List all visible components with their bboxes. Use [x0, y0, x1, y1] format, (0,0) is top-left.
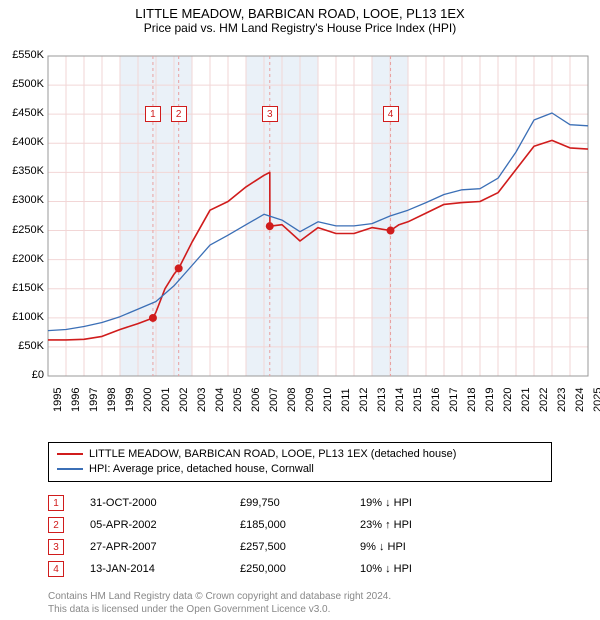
- x-tick-label: 2013: [376, 388, 388, 412]
- row-date: 13-JAN-2014: [90, 563, 240, 575]
- footer-line-1: Contains HM Land Registry data © Crown c…: [48, 591, 552, 604]
- marker-box: 3: [262, 106, 278, 122]
- x-tick-label: 2020: [502, 388, 514, 412]
- row-date: 27-APR-2007: [90, 541, 240, 553]
- x-tick-label: 1999: [124, 388, 136, 412]
- title-block: LITTLE MEADOW, BARBICAN ROAD, LOOE, PL13…: [0, 0, 600, 37]
- row-price: £250,000: [240, 563, 360, 575]
- x-tick-label: 2010: [322, 388, 334, 412]
- x-tick-label: 2025: [592, 388, 600, 412]
- footer-line-2: This data is licensed under the Open Gov…: [48, 604, 552, 617]
- x-tick-label: 2006: [250, 388, 262, 412]
- marker-box: 4: [383, 106, 399, 122]
- row-delta: 9% ↓ HPI: [360, 541, 480, 553]
- x-tick-label: 2016: [430, 388, 442, 412]
- legend-row-blue: HPI: Average price, detached house, Corn…: [57, 462, 543, 477]
- row-date: 31-OCT-2000: [90, 497, 240, 509]
- y-tick-label: £450K: [0, 107, 44, 119]
- marker-box: 1: [145, 106, 161, 122]
- x-tick-label: 2002: [178, 388, 190, 412]
- x-tick-label: 2017: [448, 388, 460, 412]
- x-tick-label: 2001: [160, 388, 172, 412]
- x-tick-label: 1997: [88, 388, 100, 412]
- x-tick-label: 2011: [340, 388, 352, 412]
- x-tick-label: 2015: [412, 388, 424, 412]
- x-tick-label: 2003: [196, 388, 208, 412]
- row-price: £99,750: [240, 497, 360, 509]
- x-tick-label: 2014: [394, 388, 406, 412]
- footer: Contains HM Land Registry data © Crown c…: [48, 591, 552, 616]
- x-tick-label: 2007: [268, 388, 280, 412]
- row-date: 05-APR-2002: [90, 519, 240, 531]
- title-line-2: Price paid vs. HM Land Registry's House …: [0, 21, 600, 35]
- x-tick-label: 2012: [358, 388, 370, 412]
- y-tick-label: £350K: [0, 165, 44, 177]
- y-tick-label: £250K: [0, 224, 44, 236]
- y-tick-label: £400K: [0, 136, 44, 148]
- page: LITTLE MEADOW, BARBICAN ROAD, LOOE, PL13…: [0, 0, 600, 620]
- x-tick-label: 2005: [232, 388, 244, 412]
- x-tick-label: 1996: [70, 388, 82, 412]
- x-axis-labels: 1995 1996 1997 1998 1999 2000 2001 2002 2003 2004…: [48, 382, 588, 422]
- y-tick-label: £200K: [0, 253, 44, 265]
- row-indicator: 3: [48, 539, 64, 555]
- table-row: 3 27-APR-2007 £257,500 9% ↓ HPI: [48, 536, 552, 558]
- x-tick-label: 2024: [574, 388, 586, 412]
- legend-label-red: LITTLE MEADOW, BARBICAN ROAD, LOOE, PL13…: [89, 447, 456, 462]
- y-tick-label: £50K: [0, 340, 44, 352]
- x-tick-label: 2022: [538, 388, 550, 412]
- table-row: 4 13-JAN-2014 £250,000 10% ↓ HPI: [48, 558, 552, 580]
- table-row: 2 05-APR-2002 £185,000 23% ↑ HPI: [48, 514, 552, 536]
- transactions-table: 1 31-OCT-2000 £99,750 19% ↓ HPI 2 05-APR…: [48, 492, 552, 580]
- row-delta: 19% ↓ HPI: [360, 497, 480, 509]
- x-tick-label: 2018: [466, 388, 478, 412]
- x-tick-label: 2000: [142, 388, 154, 412]
- row-price: £257,500: [240, 541, 360, 553]
- chart: £0 £50K £100K £150K £200K £250K £300K £350K £400…: [0, 46, 600, 402]
- legend-label-blue: HPI: Average price, detached house, Corn…: [89, 462, 314, 477]
- legend-swatch-blue: [57, 468, 83, 470]
- x-tick-label: 2008: [286, 388, 298, 412]
- y-tick-label: £550K: [0, 49, 44, 61]
- row-indicator: 1: [48, 495, 64, 511]
- y-tick-label: £0: [0, 369, 44, 381]
- x-tick-label: 2021: [520, 388, 532, 412]
- y-tick-label: £150K: [0, 282, 44, 294]
- chart-svg: [0, 46, 600, 382]
- x-tick-label: 2023: [556, 388, 568, 412]
- row-price: £185,000: [240, 519, 360, 531]
- x-tick-label: 2019: [484, 388, 496, 412]
- legend-swatch-red: [57, 453, 83, 455]
- row-indicator: 2: [48, 517, 64, 533]
- row-indicator: 4: [48, 561, 64, 577]
- y-tick-label: £300K: [0, 194, 44, 206]
- x-tick-label: 1998: [106, 388, 118, 412]
- legend-row-red: LITTLE MEADOW, BARBICAN ROAD, LOOE, PL13…: [57, 447, 543, 462]
- table-row: 1 31-OCT-2000 £99,750 19% ↓ HPI: [48, 492, 552, 514]
- row-delta: 10% ↓ HPI: [360, 563, 480, 575]
- legend: LITTLE MEADOW, BARBICAN ROAD, LOOE, PL13…: [48, 442, 552, 482]
- title-line-1: LITTLE MEADOW, BARBICAN ROAD, LOOE, PL13…: [0, 6, 600, 21]
- marker-box: 2: [171, 106, 187, 122]
- row-delta: 23% ↑ HPI: [360, 519, 480, 531]
- x-tick-label: 2009: [304, 388, 316, 412]
- x-tick-label: 1995: [52, 388, 64, 412]
- y-tick-label: £100K: [0, 311, 44, 323]
- y-tick-label: £500K: [0, 78, 44, 90]
- x-tick-label: 2004: [214, 388, 226, 412]
